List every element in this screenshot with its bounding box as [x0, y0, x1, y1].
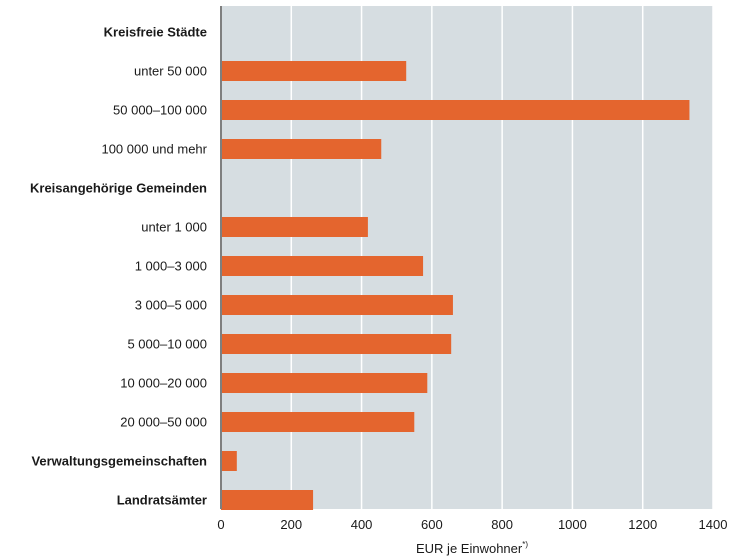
category-label: 20 000–50 000	[120, 415, 207, 430]
x-tick-label: 0	[217, 517, 224, 532]
category-labels: Kreisfreie Städte unter 50 000 50 000–100 …	[30, 25, 208, 508]
category-label: Landratsämter	[117, 493, 207, 508]
x-tick-label: 400	[351, 517, 373, 532]
bar	[221, 451, 237, 471]
category-label: 50 000–100 000	[113, 103, 207, 118]
category-label: unter 50 000	[134, 64, 207, 79]
category-label: 5 000–10 000	[127, 337, 207, 352]
x-axis-title: EUR je Einwohner*)	[416, 540, 528, 556]
x-tick-labels: 0 200 400 600 800 1000 1200 1400	[217, 517, 727, 532]
category-label: unter 1 000	[141, 220, 207, 235]
bar	[221, 373, 428, 393]
x-tick-label: 600	[421, 517, 443, 532]
category-label: 1 000–3 000	[135, 259, 207, 274]
bar	[221, 61, 407, 81]
bar	[221, 490, 314, 510]
x-tick-label: 800	[491, 517, 513, 532]
bar	[221, 139, 382, 159]
category-label: 100 000 und mehr	[101, 142, 207, 157]
bar	[221, 295, 453, 315]
category-label: Kreisangehörige Gemeinden	[30, 181, 207, 196]
category-label: 3 000–5 000	[135, 298, 207, 313]
category-label: 10 000–20 000	[120, 376, 207, 391]
x-axis-title-text: EUR je Einwohner	[416, 541, 523, 556]
x-tick-label: 1000	[558, 517, 587, 532]
category-label: Verwaltungsgemeinschaften	[31, 454, 207, 469]
bar	[221, 217, 368, 237]
x-tick-label: 1200	[628, 517, 657, 532]
bar	[221, 256, 424, 276]
bar	[221, 334, 452, 354]
x-axis-title-footnote: *)	[522, 540, 528, 549]
bars	[221, 61, 690, 510]
category-label: Kreisfreie Städte	[104, 25, 207, 40]
x-tick-label: 1400	[699, 517, 728, 532]
bar	[221, 100, 690, 120]
x-tick-label: 200	[280, 517, 302, 532]
bar	[221, 412, 415, 432]
